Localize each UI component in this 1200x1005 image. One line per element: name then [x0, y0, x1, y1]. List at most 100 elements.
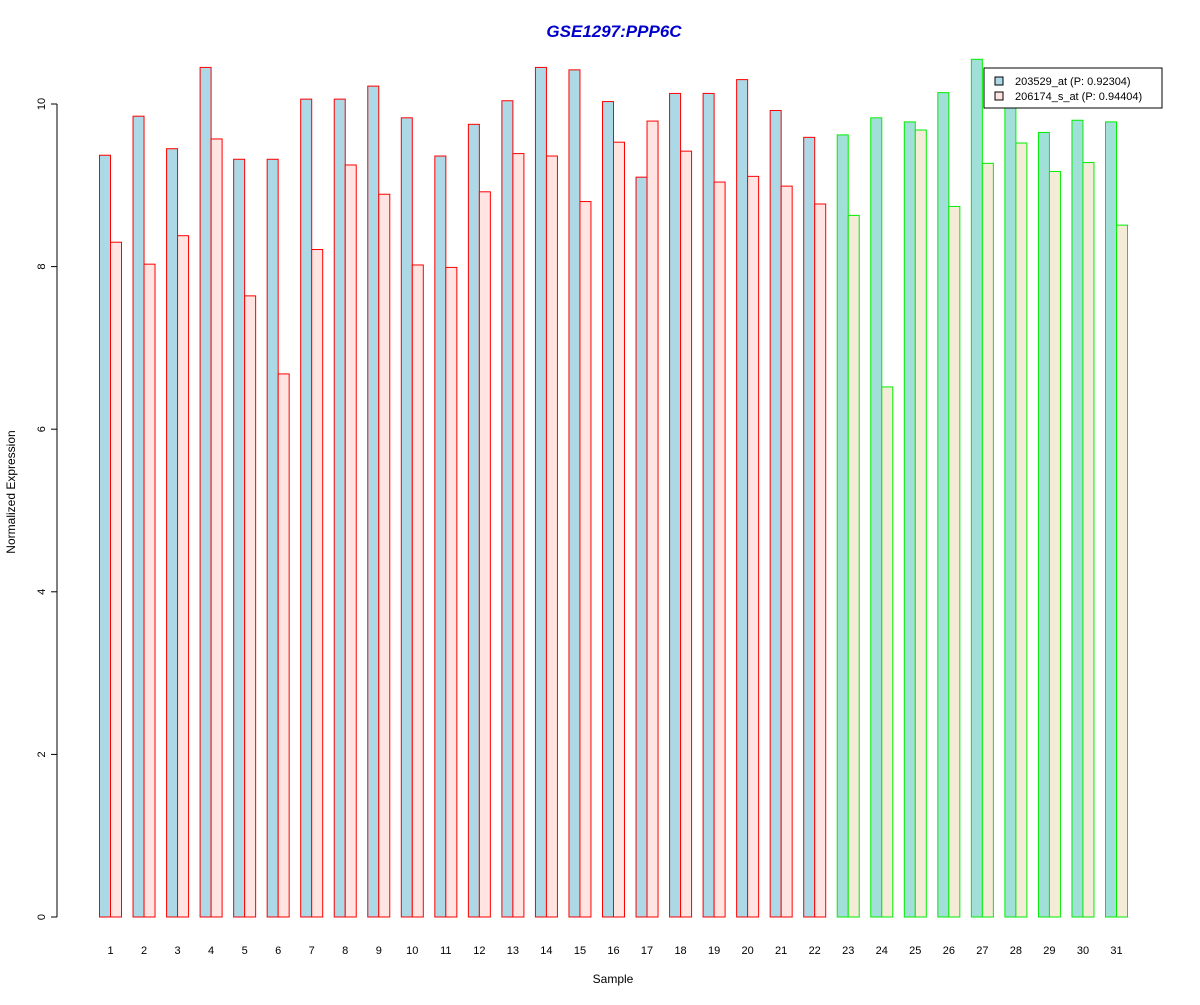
- bar-20-series-1: [736, 79, 749, 918]
- x-tick-label: 19: [708, 945, 720, 957]
- bar-14-series-1: [534, 66, 547, 918]
- bar-14-series-2: [545, 155, 558, 918]
- legend-box: [983, 67, 1163, 109]
- bar-30-series-2: [1082, 162, 1095, 918]
- x-tick-label: 30: [1077, 945, 1089, 957]
- bar-21-series-2: [780, 185, 793, 918]
- bar-27-series-2: [981, 162, 994, 918]
- x-axis-label: Sample: [593, 972, 634, 986]
- bar-23-series-2: [847, 214, 860, 918]
- bar-29-series-1: [1037, 131, 1050, 918]
- bar-13-series-2: [512, 153, 525, 918]
- x-tick-label: 9: [376, 945, 382, 957]
- y-tick-label: 4: [36, 589, 48, 595]
- bar-12-series-1: [467, 123, 480, 918]
- bar-24-series-2: [881, 386, 894, 918]
- x-tick-label: 2: [141, 945, 147, 957]
- bar-5-series-1: [233, 158, 246, 918]
- x-tick-label: 15: [574, 945, 586, 957]
- bar-29-series-2: [1048, 170, 1061, 918]
- x-tick-label: 18: [674, 945, 686, 957]
- bar-20-series-2: [747, 175, 760, 918]
- x-tick-label: 8: [342, 945, 348, 957]
- bar-17-series-1: [635, 176, 648, 918]
- bar-10-series-2: [411, 264, 424, 918]
- bar-4-series-1: [199, 66, 212, 918]
- x-tick-label: 3: [175, 945, 181, 957]
- x-tick-label: 6: [275, 945, 281, 957]
- bar-13-series-1: [501, 100, 514, 918]
- y-tick-label: 2: [36, 751, 48, 757]
- legend-label-1: 203529_at (P: 0.92304): [1015, 76, 1131, 88]
- x-tick-label: 26: [943, 945, 955, 957]
- x-tick-label: 23: [842, 945, 854, 957]
- x-tick-label: 1: [107, 945, 113, 957]
- bar-18-series-2: [680, 150, 693, 918]
- x-tick-label: 24: [876, 945, 888, 957]
- y-tick-label: 0: [36, 914, 48, 920]
- bar-26-series-1: [937, 92, 950, 918]
- x-tick-label: 17: [641, 945, 653, 957]
- bar-7-series-2: [311, 249, 324, 918]
- x-tick-label: 4: [208, 945, 214, 957]
- bar-22-series-2: [814, 203, 827, 918]
- legend-swatch-2: [994, 91, 1004, 101]
- bar-25-series-2: [914, 129, 927, 918]
- y-axis: 0 2 4 6 8 10: [36, 98, 58, 920]
- bar-11-series-2: [445, 266, 458, 918]
- x-tick-label: 29: [1043, 945, 1055, 957]
- y-axis-label: Normalized Expression: [4, 430, 18, 553]
- x-tick-label: 7: [309, 945, 315, 957]
- bar-27-series-1: [970, 58, 983, 918]
- bar-19-series-2: [713, 181, 726, 918]
- bar-31-series-1: [1105, 121, 1117, 918]
- x-tick-label: 10: [406, 945, 418, 957]
- bar-22-series-1: [803, 136, 816, 918]
- y-tick-label: 6: [36, 426, 48, 432]
- bars: [99, 58, 1128, 918]
- x-tick-label: 31: [1110, 945, 1122, 957]
- bar-10-series-1: [400, 117, 413, 918]
- bar-1-series-2: [110, 241, 122, 918]
- bar-8-series-2: [344, 164, 357, 918]
- chart-title: GSE1297:PPP6C: [546, 22, 682, 41]
- bar-26-series-2: [948, 205, 961, 918]
- bar-16-series-1: [602, 101, 614, 918]
- bar-2-series-2: [143, 263, 156, 918]
- bar-16-series-2: [613, 141, 625, 918]
- bar-6-series-1: [266, 158, 279, 918]
- x-tick-label: 28: [1010, 945, 1022, 957]
- bar-18-series-1: [669, 92, 682, 918]
- bar-15-series-1: [568, 69, 581, 918]
- x-tick-label: 16: [607, 945, 619, 957]
- x-tick-label: 22: [809, 945, 821, 957]
- bar-2-series-1: [132, 115, 145, 918]
- bar-31-series-2: [1116, 224, 1128, 918]
- bar-1-series-1: [99, 154, 111, 918]
- bar-25-series-1: [903, 121, 916, 918]
- bar-6-series-2: [277, 373, 290, 918]
- bar-30-series-1: [1071, 119, 1084, 918]
- x-tick-label: 12: [473, 945, 485, 957]
- legend-label-2: 206174_s_at (P: 0.94404): [1015, 91, 1142, 103]
- bar-8-series-1: [333, 98, 346, 918]
- bar-7-series-1: [300, 98, 313, 918]
- x-tick-label: 20: [742, 945, 754, 957]
- y-tick-label: 10: [36, 98, 48, 110]
- x-tick-label: 25: [909, 945, 921, 957]
- bar-9-series-2: [378, 193, 391, 918]
- x-tick-label: 13: [507, 945, 519, 957]
- x-tick-labels: 1 2 3 4 5 6 7 8 9 10 11 12 13 14 15 16 17 18 19 20 21 22 23 24 2…: [107, 945, 1122, 957]
- x-tick-label: 27: [976, 945, 988, 957]
- bar-5-series-2: [244, 295, 257, 918]
- y-tick-label: 8: [36, 264, 48, 270]
- bar-21-series-1: [769, 110, 782, 918]
- bar-17-series-2: [646, 120, 659, 918]
- legend: 203529_at (P: 0.92304) 206174_s_at (P: 0.…: [983, 67, 1163, 109]
- x-tick-label: 5: [242, 945, 248, 957]
- bar-28-series-1: [1004, 103, 1017, 918]
- bar-19-series-1: [702, 92, 715, 918]
- bar-15-series-2: [579, 201, 592, 918]
